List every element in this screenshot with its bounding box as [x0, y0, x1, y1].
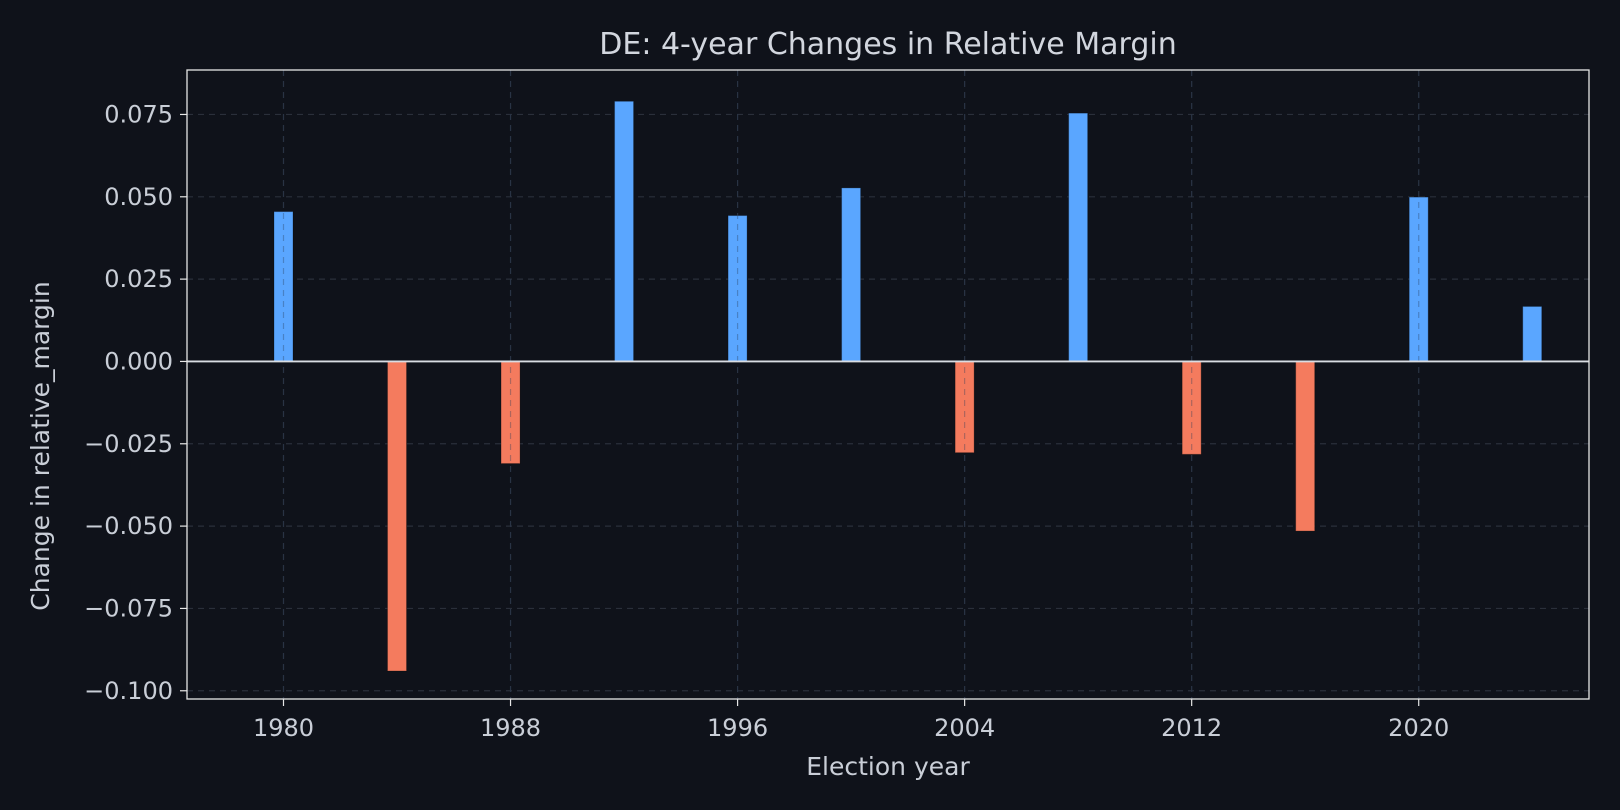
y-tick-label: −0.025 — [84, 430, 173, 458]
x-tick-label: 1988 — [480, 714, 541, 742]
y-tick-label: 0.075 — [104, 100, 173, 128]
y-tick-label: −0.075 — [84, 594, 173, 622]
x-tick-label: 2004 — [934, 714, 995, 742]
bar — [1295, 360, 1316, 532]
x-tick-label: 1980 — [253, 714, 314, 742]
y-tick-label: −0.100 — [84, 677, 173, 705]
x-tick-label: 2020 — [1388, 714, 1449, 742]
plot-frame — [186, 69, 1590, 700]
bar — [841, 187, 862, 362]
y-axis-label: Change in relative_margin — [26, 281, 55, 610]
plot-area — [187, 70, 1589, 699]
bars — [273, 100, 1543, 672]
bar — [387, 360, 408, 672]
x-tick-label: 1996 — [707, 714, 768, 742]
bar — [1068, 112, 1089, 362]
bar — [1522, 305, 1543, 362]
y-tick-label: −0.050 — [84, 512, 173, 540]
y-tick-label: 0.050 — [104, 183, 173, 211]
bar — [1181, 360, 1202, 455]
bar — [614, 100, 635, 362]
chart-title: DE: 4-year Changes in Relative Margin — [599, 27, 1176, 62]
x-axis-label: Election year — [806, 752, 970, 781]
y-tick-label: 0.000 — [104, 347, 173, 375]
x-tick-label: 2012 — [1161, 714, 1222, 742]
y-tick-label: 0.025 — [104, 265, 173, 293]
grid-overlay — [282, 70, 1420, 699]
